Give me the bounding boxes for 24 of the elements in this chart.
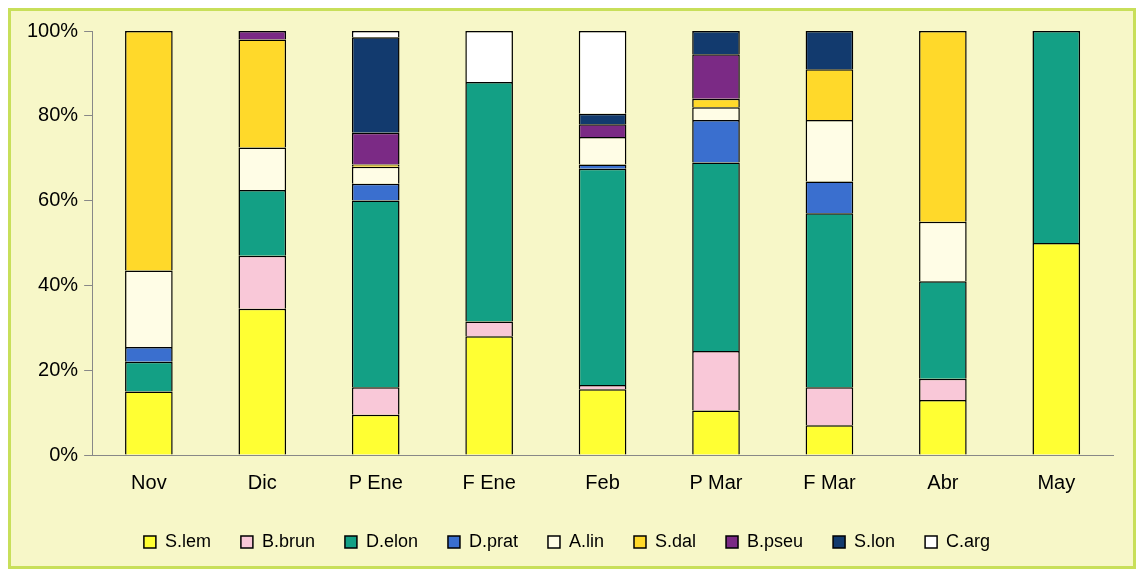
x-tick-label: F Ene (462, 470, 516, 493)
legend-label: C.arg (946, 530, 991, 551)
x-tick-label: Abr (927, 470, 959, 493)
x-tick-label: Dic (247, 470, 277, 493)
x-tick-label: Nov (131, 470, 167, 493)
legend-label: D.elon (365, 530, 418, 551)
y-tick-label: 40% (38, 272, 79, 295)
x-tick-label: May (1037, 470, 1076, 493)
x-tick-label: F Mar (803, 470, 856, 493)
x-tick-label: P Ene (348, 470, 403, 493)
y-tick-label: 60% (38, 188, 79, 211)
legend-label: B.brun (261, 530, 315, 551)
legend-label: S.lem (164, 530, 211, 551)
y-tick-label: 100% (27, 18, 79, 41)
legend-label: D.prat (468, 530, 518, 551)
x-tick-label: Feb (585, 470, 620, 493)
legend-label: S.lon (854, 530, 896, 551)
y-tick-label: 0% (49, 442, 79, 465)
y-tick-label: 20% (38, 357, 79, 380)
x-tick-label: P Mar (689, 470, 743, 493)
legend-label: S.dal (655, 530, 697, 551)
legend-label: A.lin (568, 530, 604, 551)
legend-label: B.pseu (747, 530, 804, 551)
y-tick-label: 80% (38, 103, 79, 126)
